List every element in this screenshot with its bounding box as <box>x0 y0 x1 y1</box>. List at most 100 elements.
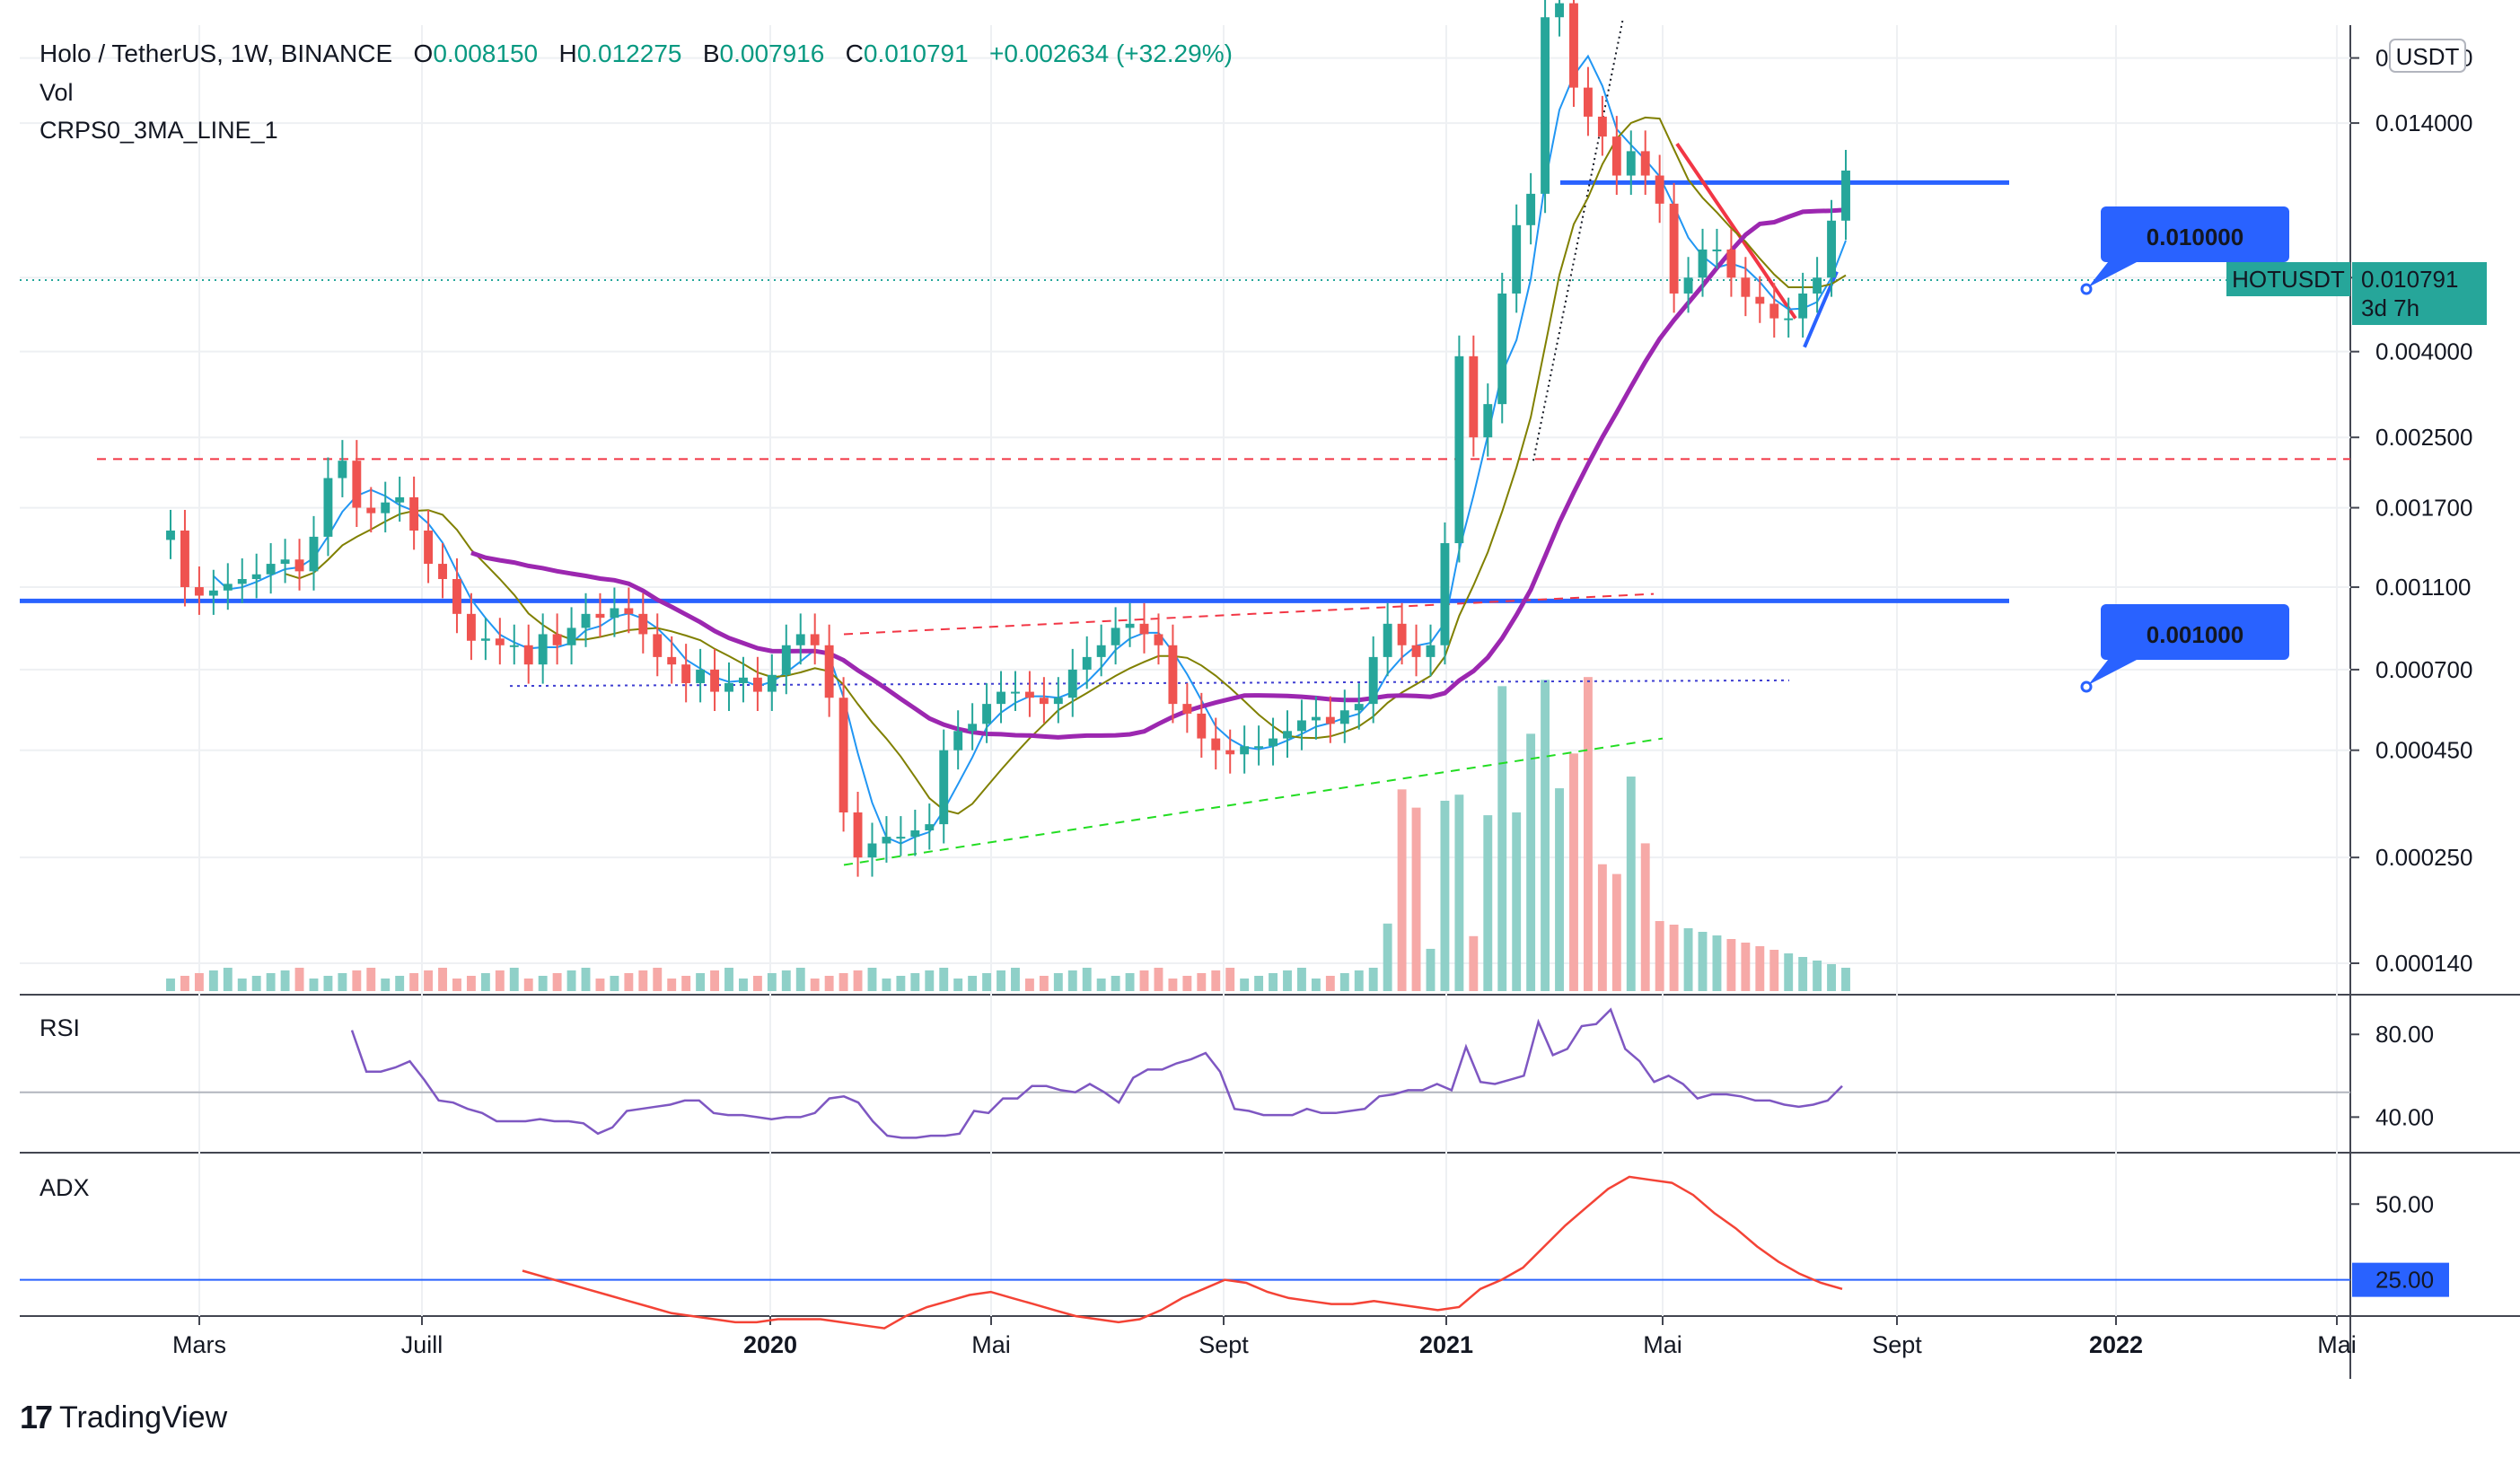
candle-body <box>839 698 848 812</box>
candle-body <box>1339 710 1349 724</box>
candle-body <box>166 531 175 540</box>
volume-bar <box>1640 843 1650 991</box>
volume-bar <box>266 973 276 991</box>
candle-body <box>237 579 247 584</box>
volume-bar <box>352 970 362 991</box>
volume-bar <box>581 968 591 991</box>
ma-mid-line <box>285 116 1847 815</box>
volume-bar <box>1569 753 1578 991</box>
candle-body <box>438 564 447 580</box>
candle-body <box>1784 318 1794 320</box>
volume-bar <box>1755 946 1765 991</box>
volume-legend[interactable]: Vol <box>40 79 74 106</box>
volume-bar <box>1039 976 1049 991</box>
volume-bar <box>1683 928 1693 991</box>
volume-bar <box>566 970 576 991</box>
y-tick-label: 0.002500 <box>2375 424 2472 451</box>
volume-bar <box>939 968 949 991</box>
candle-body <box>1411 645 1421 657</box>
volume-bar <box>1712 935 1722 991</box>
candle-body <box>338 461 347 478</box>
last-price-text: 0.010791 <box>2361 266 2458 293</box>
tradingview-logo[interactable]: 17 TradingView <box>20 1399 227 1436</box>
open-key: O <box>413 39 434 67</box>
volume-bar <box>1469 935 1479 991</box>
rsi-y-label: 40.00 <box>2375 1103 2434 1130</box>
candle-body <box>1111 628 1120 645</box>
candle-body <box>1583 87 1593 117</box>
candle-body <box>638 613 648 635</box>
candle-body <box>1168 645 1178 705</box>
rsi-legend[interactable]: RSI <box>40 1014 81 1041</box>
candle-body <box>1254 746 1264 749</box>
candle-body <box>1082 656 1092 670</box>
volume-bar <box>1597 864 1607 991</box>
volume-bar <box>338 973 347 991</box>
volume-bar <box>438 968 447 991</box>
volume-bar <box>982 973 992 991</box>
x-tick-label: Mai <box>971 1331 1011 1358</box>
candle-body <box>1426 645 1436 657</box>
volume-bar <box>781 970 791 991</box>
close-key: C <box>845 39 864 67</box>
candle-body <box>1440 543 1450 645</box>
volume-bar <box>882 979 891 991</box>
candle-body <box>595 613 605 619</box>
indicator-legend[interactable]: CRPS0_3MA_LINE_1 <box>40 117 278 144</box>
volume-bar <box>424 970 434 991</box>
candle-body <box>495 638 505 645</box>
y-tick-label: 0.014000 <box>2375 110 2472 136</box>
volume-bar <box>1154 968 1163 991</box>
candle-body <box>409 496 419 531</box>
volume-bar <box>1583 677 1593 991</box>
volume-bar <box>853 970 863 991</box>
volume-bar <box>1526 733 1536 991</box>
candle-body <box>968 724 978 732</box>
volume-bar <box>867 968 877 991</box>
volume-bar <box>653 968 663 991</box>
candle-body <box>939 750 949 825</box>
candle-body <box>352 461 362 508</box>
tradingview-logo-icon: 17 <box>20 1399 53 1435</box>
symbol-price-tag <box>2226 262 2350 296</box>
adx-y-label: 50.00 <box>2375 1190 2434 1217</box>
volume-bar <box>1726 939 1736 991</box>
ma-slow-line <box>470 207 1847 740</box>
volume-bar <box>767 973 777 991</box>
volume-bar <box>1067 970 1077 991</box>
volume-bar <box>1211 970 1221 991</box>
volume-bar <box>1841 968 1850 991</box>
volume-bar <box>1197 973 1207 991</box>
last-price-tag <box>2352 262 2487 325</box>
candle-body <box>552 634 562 645</box>
candle-body <box>566 628 576 645</box>
volume-bar <box>1383 923 1392 991</box>
candle-body <box>882 837 891 844</box>
volume-bar <box>638 970 648 991</box>
volume-bar <box>1240 979 1250 991</box>
volume-bar <box>366 968 376 991</box>
volume-bar <box>223 968 233 991</box>
symbol-label[interactable]: Holo / TetherUS, 1W, BINANCE <box>40 39 393 67</box>
volume-bar <box>953 979 963 991</box>
x-tick-label: Mai <box>2317 1331 2357 1358</box>
volume-bar <box>1769 950 1779 991</box>
candle-body <box>910 829 920 838</box>
volume-bar <box>495 970 505 991</box>
volume-bar <box>381 979 391 991</box>
x-tick-label: Mars <box>172 1331 226 1358</box>
candle-body <box>767 674 777 692</box>
volume-bar <box>1168 979 1178 991</box>
candle-body <box>1283 731 1292 739</box>
candle-body <box>1311 716 1321 721</box>
callout-0-001000-pointer <box>2088 660 2137 685</box>
volume-bar <box>824 976 834 991</box>
candle-body <box>1469 355 1479 438</box>
candle-body <box>1569 3 1578 88</box>
candle-body <box>509 645 519 647</box>
candle-body <box>696 669 706 683</box>
adx-legend[interactable]: ADX <box>40 1174 90 1201</box>
candle-body <box>1555 3 1564 18</box>
candle-body <box>280 559 290 565</box>
volume-bar <box>810 979 820 991</box>
